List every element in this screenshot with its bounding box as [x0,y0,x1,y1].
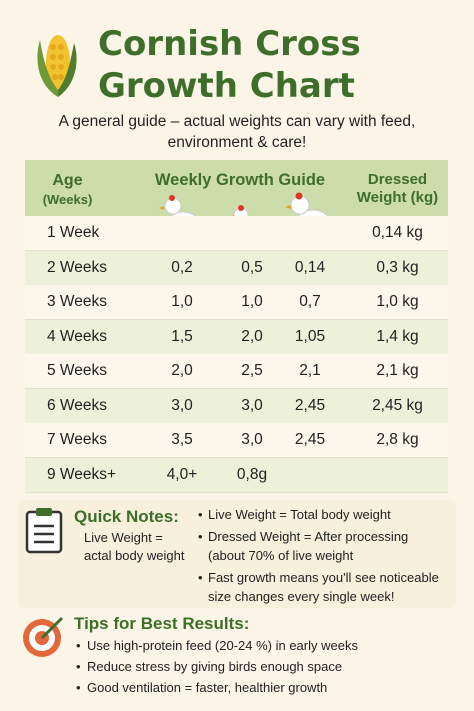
dressed-cell: 2,1 kg [376,362,419,379]
clipboard-icon [25,508,63,554]
growth-cell: 0,8g [236,465,268,483]
growth-cell: 0,7 [299,293,321,310]
dressed-cell: 2,8 kg [376,431,419,448]
dressed-cell: 2,45 kg [372,396,423,414]
growth-cell: 1,05 [294,327,326,345]
dressed-cell: 0,14 kg [372,224,423,241]
note-line: (about 70% of live weight [208,548,354,563]
age-cell: 5 Weeks [47,362,108,379]
growth-cell: 4,0+ [166,465,198,483]
growth-cell: 2,45 [294,396,326,414]
growth-cell: 3,0 [241,396,263,414]
table-row: 7 Weeks 3,5 3,0 2,45 2,8 kg [25,423,448,458]
growth-cell: 2,5 [241,362,263,379]
target-icon [23,616,64,657]
corn-icon [37,35,77,97]
age-cell: 9 Weeks+ [47,465,117,483]
bullet-dot: • [198,570,203,585]
subtitle-line: environment & care! [167,134,307,151]
bullet-dot: • [76,680,81,695]
bullet-dot: • [198,529,203,544]
title-line: Cornish Cross [98,24,361,64]
growth-cell: 3,0 [241,431,263,448]
growth-cell: 2,0 [171,362,193,379]
tip-line: Reduce stress by giving birds enough spa… [87,659,343,674]
table-row: 1 Week 0,14 kg [25,216,448,251]
table-row: 3 Weeks 1,0 1,0 0,7 1,0 kg [25,285,448,320]
age-header: Age [52,172,83,189]
age-header: (Weeks) [42,192,93,207]
dressed-cell: 0,3 kg [376,258,419,276]
notes-title: Quick Notes: [74,507,179,526]
table-row: 5 Weeks 2,0 2,5 2,1 2,1 kg [25,354,448,389]
note-line: Fast growth means you'll see noticeable [208,570,439,585]
notes-box [18,500,456,608]
dressed-cell: 1,0 kg [376,293,419,310]
table-row: 4 Weeks 1,5 2,0 1,05 1,4 kg [25,319,448,355]
title-line: Growth Chart [98,66,355,106]
age-cell: 4 Weeks [47,327,108,345]
growth-cell: 0,5 [241,258,263,276]
notes-side-line: actal body weight [84,548,185,563]
growth-cell: 0,2 [171,258,193,276]
note-line: Live Weight = Total body weight [208,507,391,522]
growth-cell: 1,5 [171,327,193,345]
dressed-header: Dressed [367,171,428,188]
age-cell: 6 Weeks [47,396,108,414]
growth-cell: 2,0 [241,327,263,345]
tip-line: Use high-protein feed (20-24 %) in early… [87,638,358,653]
age-cell: 7 Weeks [47,431,108,448]
table-header [25,160,448,216]
growth-cell: 2,45 [294,431,326,448]
note-line: Dressed Weight = After processing [208,529,409,544]
growth-cell: 1,0 [171,293,193,310]
table-row: 2 Weeks 0,2 0,5 0,14 0,3 kg [25,250,448,286]
tips-title: Tips for Best Results: [74,614,250,633]
table-row: 9 Weeks+ 4,0+ 0,8g [25,457,448,493]
growth-cell: 3,0 [171,396,193,414]
age-cell: 1 Week [47,224,100,241]
bullet-dot: • [198,507,203,522]
age-cell: 3 Weeks [47,293,108,310]
growth-cell: 3,5 [171,431,193,448]
dressed-cell: 1,4 kg [376,327,419,345]
dressed-header: Weight (kg) [356,189,439,206]
growth-header: Weekly Growth Guide [154,171,326,189]
growth-cell: 0,14 [294,258,326,276]
growth-cell: 2,1 [299,362,321,379]
bullet-dot: • [76,638,81,653]
tip-line: Good ventilation = faster, healthier gro… [87,680,328,695]
table-row: 6 Weeks 3,0 3,0 2,45 2,45 kg [25,388,448,424]
growth-cell: 1,0 [241,293,263,310]
age-cell: 2 Weeks [47,258,108,276]
subtitle-line: A general guide – actual weights can var… [58,113,416,130]
bullet-dot: • [76,659,81,674]
notes-side-line: Live Weight = [84,530,163,545]
note-line: size changes every single week! [208,589,395,604]
